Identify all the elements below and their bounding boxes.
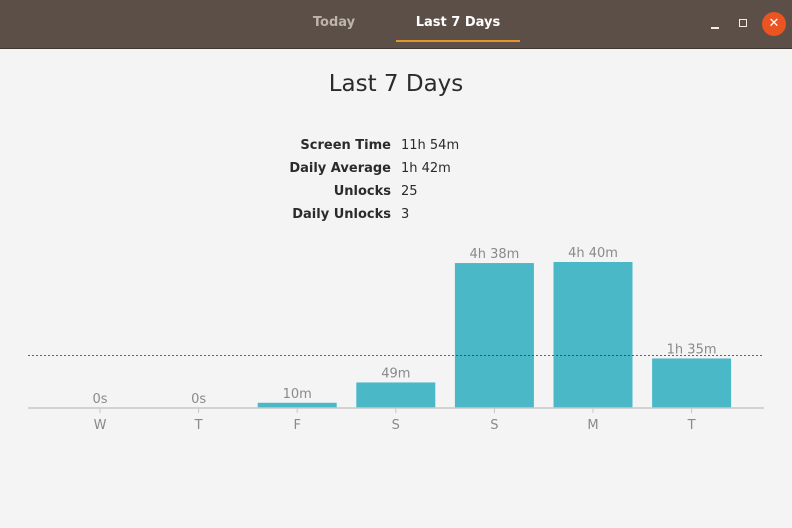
title-bar: Today Last 7 Days ✕ [0, 0, 792, 49]
close-icon: ✕ [768, 16, 780, 31]
x-tick-label: T [687, 418, 696, 433]
stat-label: Daily Average [289, 161, 391, 176]
stat-value: 11h 54m [401, 138, 460, 153]
bar-value-label: 4h 40m [568, 246, 618, 261]
stat-screen-time: Screen Time 11h 54m [0, 138, 792, 158]
stat-label: Screen Time [300, 138, 391, 153]
minimize-icon [711, 27, 719, 29]
bar-value-label: 49m [381, 366, 410, 381]
x-tick-label: M [587, 418, 598, 433]
bar-value-label: 0s [191, 392, 206, 407]
bar-value-label: 10m [283, 387, 312, 402]
tab-today[interactable]: Today [312, 15, 356, 30]
chart-bar [356, 382, 436, 408]
minimize-button[interactable] [703, 12, 727, 36]
maximize-icon [739, 19, 747, 27]
close-button[interactable]: ✕ [762, 12, 786, 36]
chart-bar [553, 262, 633, 408]
bar-value-label: 1h 35m [667, 342, 717, 357]
chart-bar [652, 358, 732, 408]
tab-last-7-days[interactable]: Last 7 Days [396, 0, 520, 46]
stat-value: 25 [401, 184, 418, 199]
stat-daily-unlocks: Daily Unlocks 3 [0, 207, 792, 227]
x-tick-label: F [293, 418, 300, 433]
stat-label: Unlocks [333, 184, 391, 199]
bar-value-label: 4h 38m [469, 247, 519, 262]
x-tick-label: T [194, 418, 203, 433]
stat-value: 3 [401, 207, 410, 222]
page-title: Last 7 Days [328, 71, 464, 97]
x-tick-label: W [94, 418, 107, 433]
chart-bar [257, 402, 337, 408]
x-tick-label: S [392, 418, 400, 433]
stat-unlocks: Unlocks 25 [0, 184, 792, 204]
maximize-button[interactable] [732, 12, 756, 36]
stat-label: Daily Unlocks [292, 207, 391, 222]
chart-bar [454, 263, 534, 408]
stat-value: 1h 42m [401, 161, 451, 176]
x-tick-label: S [490, 418, 498, 433]
stat-daily-average: Daily Average 1h 42m [0, 161, 792, 181]
bar-value-label: 0s [92, 392, 107, 407]
